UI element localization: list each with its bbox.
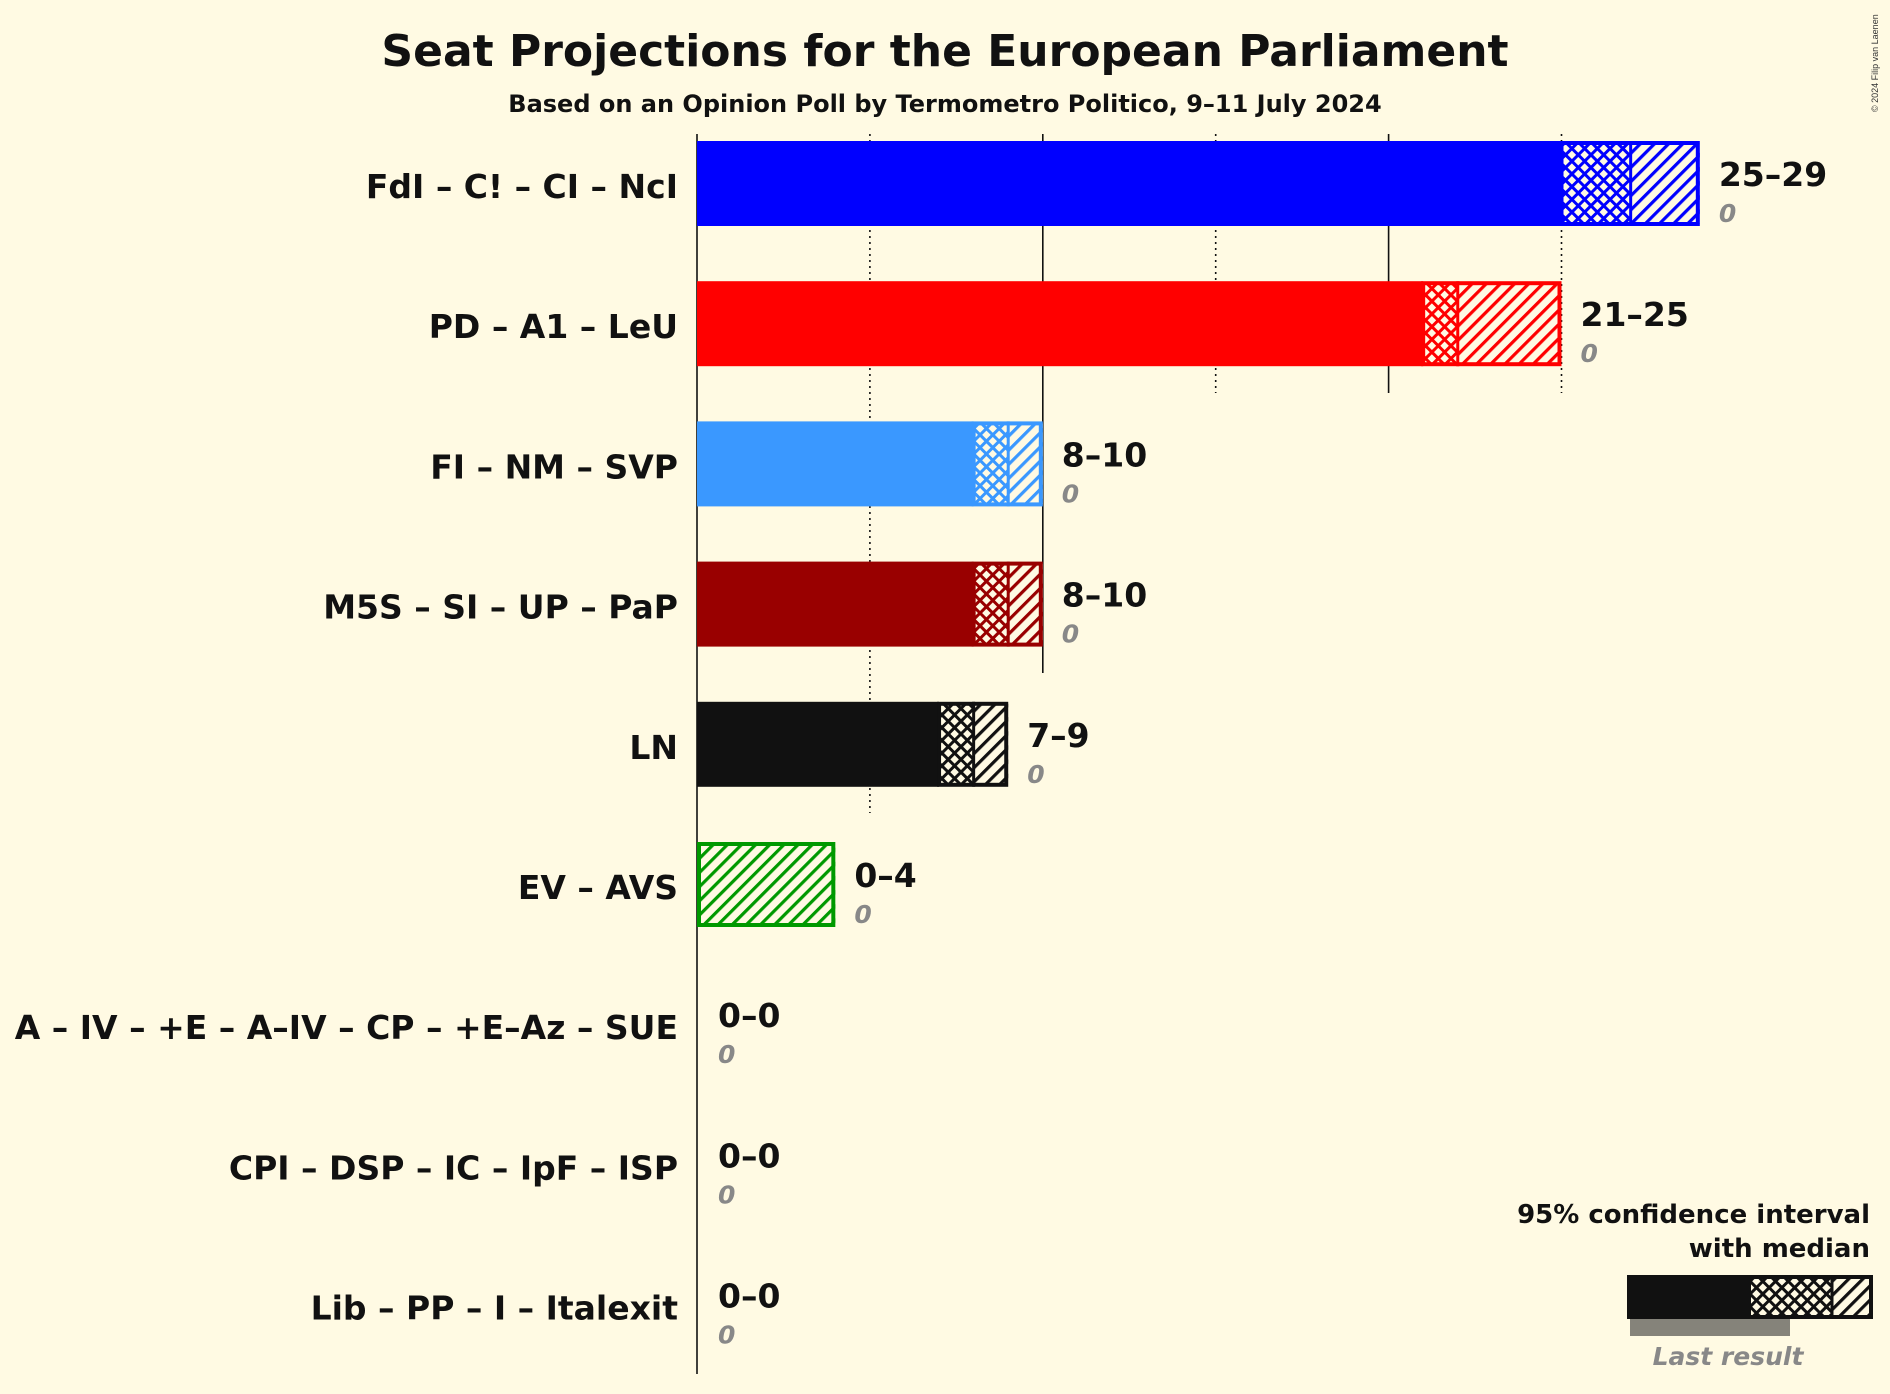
- last-result-label: 0: [718, 1040, 735, 1069]
- legend-ci-outline: [1747, 1275, 1873, 1319]
- bar-ci-outline: [1421, 281, 1562, 367]
- range-label: 8–10: [1062, 576, 1147, 615]
- bar-ci-lower: [973, 423, 1009, 505]
- range-label: 0–4: [854, 856, 916, 895]
- legend: 95% confidence interval with median Last…: [1517, 1200, 1873, 1371]
- last-result-label: 0: [1581, 339, 1598, 368]
- range-label: 7–9: [1027, 716, 1089, 755]
- party-row: FI – NM – SVP 8–10 0: [430, 421, 1147, 508]
- bar-solid: [697, 281, 1424, 367]
- party-row: M5S – SI – UP – PaP 8–10 0: [323, 561, 1147, 649]
- bar-ci-upper: [1008, 423, 1043, 505]
- range-label: 0–0: [718, 996, 780, 1035]
- bar-ci-lower: [973, 563, 1009, 645]
- chart-subtitle: Based on an Opinion Poll by Termometro P…: [508, 90, 1381, 118]
- party-row: Lib – PP – I – Italexit 0–0 0: [311, 1277, 781, 1350]
- legend-title-line1: 95% confidence interval: [1517, 1200, 1870, 1230]
- range-label: 0–0: [718, 1136, 780, 1175]
- party-row: CPI – DSP – IC – IpF – ISP 0–0 0: [229, 1136, 781, 1209]
- bar-solid: [697, 561, 974, 647]
- legend-solid: [1627, 1275, 1750, 1319]
- bar-ci-upper: [1008, 563, 1043, 645]
- bar-ci-lower: [939, 703, 974, 785]
- party-label: FdI – C! – CI – NcI: [366, 167, 678, 206]
- bar-ci-lower: [1423, 283, 1458, 365]
- party-row: PD – A1 – LeU 21–25 0: [429, 281, 1689, 368]
- bar-ci-upper: [1457, 283, 1562, 365]
- legend-sample-bar: [1627, 1275, 1873, 1319]
- copyright-notice: © 2024 Filip van Laenen: [1870, 14, 1880, 112]
- party-row: LN 7–9 0: [629, 701, 1090, 789]
- party-label: CPI – DSP – IC – IpF – ISP: [229, 1148, 678, 1187]
- range-label: 25–29: [1719, 155, 1827, 194]
- last-result-label: 0: [718, 1180, 735, 1209]
- bar-solid: [697, 701, 940, 787]
- party-label: EV – AVS: [518, 868, 678, 907]
- legend-ci-upper: [1832, 1277, 1871, 1317]
- last-result-label: 0: [1027, 760, 1044, 789]
- last-result-label: 0: [1062, 479, 1079, 508]
- party-label: A – IV – +E – A–IV – CP – +E–Az – SUE: [15, 1008, 678, 1047]
- legend-last-result-label: Last result: [1653, 1342, 1805, 1371]
- legend-title-line2: with median: [1689, 1234, 1870, 1264]
- bar-ci-lower: [1561, 143, 1631, 224]
- party-row: A – IV – +E – A–IV – CP – +E–Az – SUE 0–0…: [15, 996, 781, 1069]
- last-result-label: 0: [718, 1321, 735, 1350]
- bar-solid: [697, 421, 974, 507]
- bar-ci-upper: [697, 844, 836, 925]
- bar-ci-upper: [1630, 143, 1700, 224]
- party-label: M5S – SI – UP – PaP: [323, 588, 678, 627]
- last-result-label: 0: [854, 900, 871, 929]
- range-label: 21–25: [1581, 295, 1689, 334]
- range-label: 0–0: [718, 1277, 780, 1316]
- party-label: FI – NM – SVP: [430, 447, 678, 486]
- bar-ci-outline: [697, 842, 836, 927]
- legend-last-result-bar: [1630, 1319, 1790, 1336]
- last-result-label: 0: [1062, 620, 1079, 649]
- bar-rows: FdI – C! – CI – NcI 25–29 0 PD – A1 – LeU 21…: [15, 141, 1827, 1350]
- last-result-label: 0: [1719, 199, 1736, 228]
- party-label: LN: [629, 728, 678, 767]
- bar-solid: [697, 141, 1562, 226]
- party-row: EV – AVS 0–4 0: [518, 842, 917, 929]
- chart-title: Seat Projections for the European Parlia…: [381, 26, 1508, 77]
- party-label: PD – A1 – LeU: [429, 307, 678, 346]
- party-label: Lib – PP – I – Italexit: [311, 1289, 679, 1328]
- legend-ci-lower: [1750, 1277, 1832, 1317]
- party-row: FdI – C! – CI – NcI 25–29 0: [366, 141, 1827, 228]
- range-label: 8–10: [1062, 435, 1147, 474]
- bar-ci-upper: [973, 703, 1009, 785]
